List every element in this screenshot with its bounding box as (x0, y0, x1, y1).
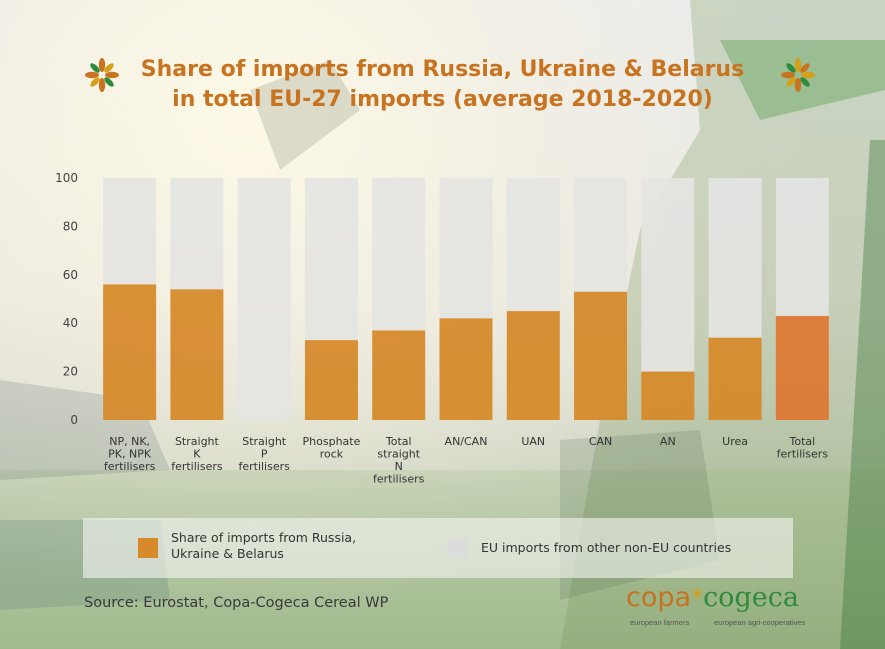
x-tick-label: AN/CAN (445, 435, 488, 448)
legend-label-other: EU imports from other non-EU countries (481, 540, 732, 555)
bar-other-countries (506, 178, 560, 312)
y-tick-label: 20 (63, 365, 78, 379)
bar-other-countries (170, 178, 224, 290)
bar-russia-ukraine-belarus (708, 337, 762, 420)
bar-other-countries (641, 178, 695, 372)
bar-russia-ukraine-belarus (103, 284, 157, 420)
bar-other-countries (372, 178, 426, 331)
x-tick-label: fertilisers (238, 460, 290, 473)
logo-star-icon: * (691, 584, 704, 612)
x-tick-label: rock (320, 448, 344, 461)
x-tick-label: K (193, 448, 201, 461)
y-tick-label: 40 (63, 316, 78, 330)
x-tick-label: Straight (175, 435, 220, 448)
x-tick-label: AN (660, 435, 676, 448)
bar-other-countries (574, 178, 628, 292)
chart-title-line1: Share of imports from Russia, Ukraine & … (140, 57, 745, 82)
y-tick-label: 100 (55, 171, 78, 185)
x-tick-label: PK, NPK (108, 448, 152, 461)
logo-copa: copa (626, 582, 692, 613)
bar-russia-ukraine-belarus (641, 371, 695, 420)
x-tick-label: fertilisers (373, 473, 425, 486)
bar-other-countries (439, 178, 493, 319)
x-tick-label: Total (789, 435, 816, 448)
x-tick-label: NP, NK, (109, 435, 150, 448)
bar-russia-ukraine-belarus (574, 291, 628, 420)
x-tick-label: straight (377, 448, 420, 461)
x-tick-label: N (395, 460, 403, 473)
source-note: Source: Eurostat, Copa-Cogeca Cereal WP (84, 595, 389, 611)
flower-icon (85, 58, 119, 92)
y-tick-label: 0 (70, 413, 78, 427)
x-tick-label: fertilisers (104, 460, 156, 473)
logo-subtitle-cooperatives: european agri-cooperatives (714, 618, 806, 627)
x-tick-label: UAN (521, 435, 545, 448)
x-tick-label: fertilisers (171, 460, 223, 473)
bar-russia-ukraine-belarus (372, 330, 426, 420)
x-tick-label: CAN (589, 435, 612, 448)
legend (83, 518, 793, 578)
y-tick-label: 80 (63, 219, 78, 233)
legend-swatch-other (447, 538, 467, 558)
chart-title: Share of imports from Russia, Ukraine & … (0, 55, 885, 115)
flower-icon (781, 58, 815, 92)
legend-label-russia: Share of imports from Russia, Ukraine & … (171, 530, 357, 561)
x-tick-label: Urea (722, 435, 748, 448)
bar-russia-ukraine-belarus (170, 289, 224, 420)
bar-other-countries (304, 178, 358, 341)
bar-russia-ukraine-belarus (304, 340, 358, 420)
bar-other-countries (103, 178, 157, 285)
bar-other-countries (708, 178, 762, 338)
x-tick-label: Phosphate (303, 435, 361, 448)
bar-russia-ukraine-belarus (506, 311, 560, 420)
x-tick-label: fertilisers (777, 448, 829, 461)
logo-cogeca: cogeca (703, 582, 799, 613)
bar-russia-ukraine-belarus (775, 315, 829, 420)
x-tick-label: P (261, 448, 268, 461)
x-tick-label: Straight (242, 435, 287, 448)
copa-cogeca-logo: copa*cogeca european farmers european ag… (626, 582, 826, 630)
logo-subtitle-farmers: european farmers (630, 618, 690, 627)
x-tick-label: Total (385, 435, 412, 448)
y-tick-label: 60 (63, 268, 78, 282)
chart-title-line2: in total EU-27 imports (average 2018-202… (172, 87, 713, 112)
bar-other-countries (237, 178, 291, 420)
legend-swatch-russia (138, 538, 158, 558)
bar-other-countries (775, 178, 829, 316)
bar-russia-ukraine-belarus (439, 318, 493, 420)
